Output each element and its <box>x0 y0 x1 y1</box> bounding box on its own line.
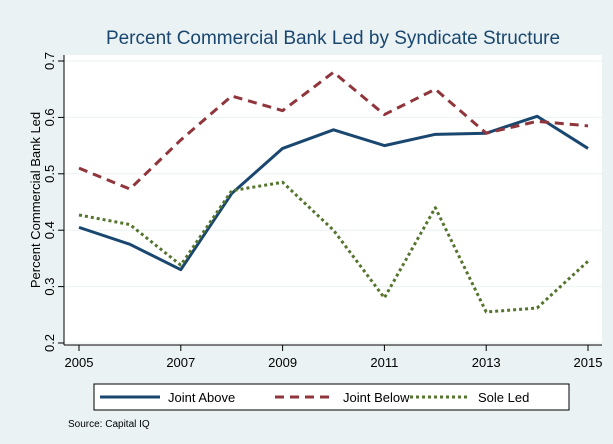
x-tick-label: 2005 <box>65 355 94 370</box>
axes-layer: 0.2 0.3 0.4 0.5 0.6 0.7 2005 2007 2009 2011 2013 20… <box>42 52 602 370</box>
y-tick-label: 0.4 <box>42 221 57 239</box>
source-note: Source: Capital IQ <box>68 419 150 430</box>
legend-label: Sole Led <box>478 390 529 405</box>
legend: Joint Above Joint Below Sole Led <box>93 383 570 411</box>
x-tick-label: 2013 <box>472 355 501 370</box>
y-axis-label: Percent Commercial Bank Led <box>28 112 43 288</box>
y-tick-label: 0.3 <box>42 278 57 296</box>
grid-layer <box>64 60 602 344</box>
legend-label: Joint Below <box>343 390 410 405</box>
legend-label: Joint Above <box>168 390 235 405</box>
plot-area <box>64 55 602 345</box>
x-tick-label: 2009 <box>268 355 297 370</box>
series-line-joint-below <box>78 70 589 191</box>
y-tick-label: 0.5 <box>42 165 57 183</box>
x-tick-label: 2007 <box>166 355 195 370</box>
series-line-sole-led <box>78 180 590 314</box>
chart-title: Percent Commercial Bank Led by Syndicate… <box>106 28 560 49</box>
legend-items: Joint Above Joint Below Sole Led <box>100 390 529 405</box>
y-tick-label: 0.6 <box>42 108 57 126</box>
series-layer <box>78 70 590 314</box>
x-tick-label: 2015 <box>574 355 603 370</box>
y-tick-label: 0.2 <box>42 334 57 352</box>
x-tick-label: 2011 <box>370 355 398 370</box>
y-tick-label: 0.7 <box>42 52 57 70</box>
legend-box <box>93 383 570 411</box>
series-line-joint-above <box>78 114 589 272</box>
